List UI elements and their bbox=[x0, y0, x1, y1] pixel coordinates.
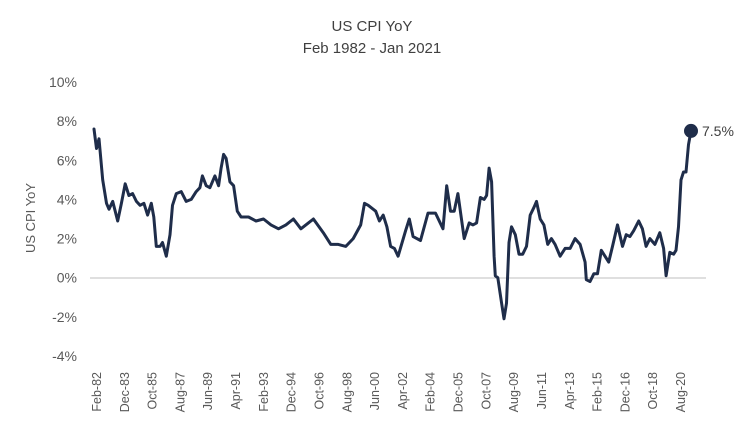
y-tick-label: 4% bbox=[57, 191, 77, 207]
x-tick-label: Aug-20 bbox=[674, 372, 688, 412]
cpi-series-line bbox=[92, 127, 693, 321]
x-axis-ticks: Feb-82 Dec-83 Oct-85 Aug-87 Jun-89 Apr-91 Feb-… bbox=[90, 372, 688, 412]
x-tick-label: Oct-18 bbox=[646, 372, 660, 410]
x-tick-label: Jun-11 bbox=[535, 372, 549, 409]
y-tick-label: 8% bbox=[57, 113, 77, 129]
y-axis-label: US CPI YoY bbox=[23, 183, 38, 253]
y-tick-label: 0% bbox=[57, 270, 77, 286]
x-tick-label: Feb-93 bbox=[257, 372, 271, 412]
end-point-marker bbox=[684, 123, 698, 138]
y-tick-label: 2% bbox=[57, 231, 77, 247]
x-tick-label: Aug-98 bbox=[340, 372, 354, 412]
x-tick-label: Aug-09 bbox=[507, 372, 521, 412]
x-tick-label: Dec-83 bbox=[118, 372, 132, 412]
y-tick-label: 10% bbox=[49, 74, 77, 90]
end-marker-layer: 7.5% bbox=[684, 123, 734, 139]
x-tick-label: Apr-02 bbox=[396, 372, 410, 410]
x-tick-label: Apr-13 bbox=[563, 372, 577, 410]
x-tick-label: Dec-05 bbox=[452, 372, 466, 412]
end-point-label: 7.5% bbox=[702, 123, 734, 139]
x-tick-label: Aug-87 bbox=[173, 372, 187, 412]
x-tick-label: Apr-91 bbox=[229, 372, 243, 410]
series-layer bbox=[92, 127, 693, 321]
y-tick-label: 6% bbox=[57, 152, 77, 168]
x-tick-label: Feb-15 bbox=[591, 372, 605, 412]
x-tick-label: Jun-00 bbox=[368, 372, 382, 410]
x-tick-label: Oct-96 bbox=[312, 372, 326, 410]
x-tick-label: Oct-85 bbox=[146, 372, 160, 410]
chart-subtitle: Feb 1982 - Jan 2021 bbox=[303, 40, 441, 57]
y-axis-ticks: -4% -2% 0% 2% 4% 6% 8% 10% bbox=[49, 74, 77, 364]
x-tick-label: Oct-07 bbox=[479, 372, 493, 410]
x-tick-label: Jun-89 bbox=[201, 372, 215, 410]
y-tick-label: -4% bbox=[52, 348, 77, 364]
x-tick-label: Feb-04 bbox=[424, 372, 438, 412]
x-tick-label: Feb-82 bbox=[90, 372, 104, 412]
chart-title: US CPI YoY bbox=[332, 18, 413, 35]
x-tick-label: Dec-16 bbox=[618, 372, 632, 412]
y-tick-label: -2% bbox=[52, 309, 77, 325]
x-tick-label: Dec-94 bbox=[285, 372, 299, 412]
